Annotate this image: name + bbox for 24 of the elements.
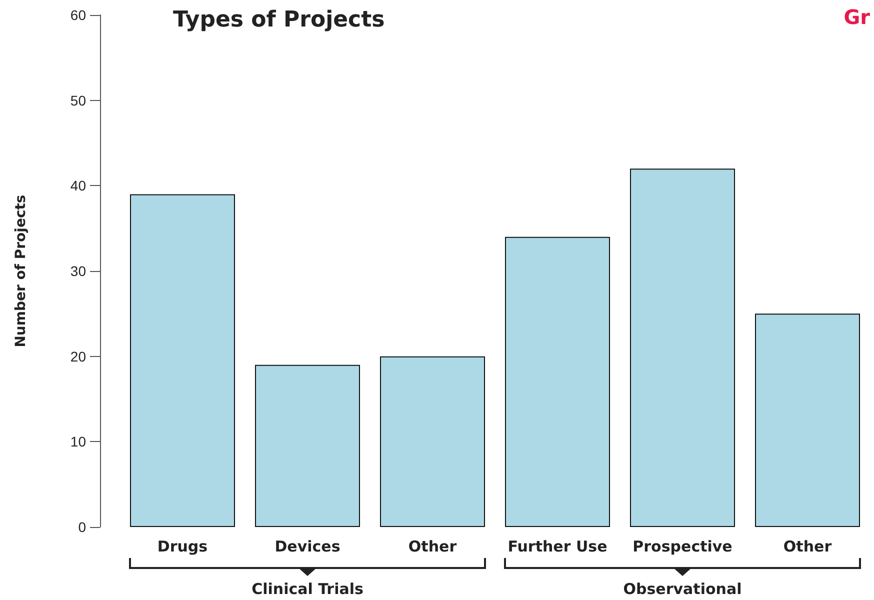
x-tick-label: Drugs [157, 538, 208, 556]
y-tick-label: 60 [70, 7, 86, 23]
bar [130, 194, 235, 527]
text: Clinical Trials [252, 580, 364, 598]
y-tick-label: 50 [70, 92, 86, 108]
y-tick-label: 30 [70, 263, 86, 279]
y-tick-label: 10 [70, 434, 86, 450]
bar [755, 314, 860, 527]
x-tick-label: Further Use [508, 538, 608, 556]
chart-subtitle: Gr [844, 5, 870, 29]
y-tick-label: 40 [70, 178, 86, 194]
x-tick-label: Other [408, 538, 458, 556]
bar [380, 356, 485, 527]
bar [630, 168, 735, 527]
chart-title: Types of Projects [173, 8, 385, 32]
bar [505, 236, 610, 527]
y-tick-label: 20 [70, 348, 86, 364]
x-tick-label: Other [783, 538, 832, 556]
y-tick-label: 0 [78, 519, 86, 535]
text: Observational [623, 580, 742, 598]
x-tick-label: Prospective [632, 538, 732, 556]
bar [255, 364, 360, 527]
y-axis-title: Number of Projects [13, 194, 29, 348]
x-tick-label: Devices [274, 538, 340, 556]
